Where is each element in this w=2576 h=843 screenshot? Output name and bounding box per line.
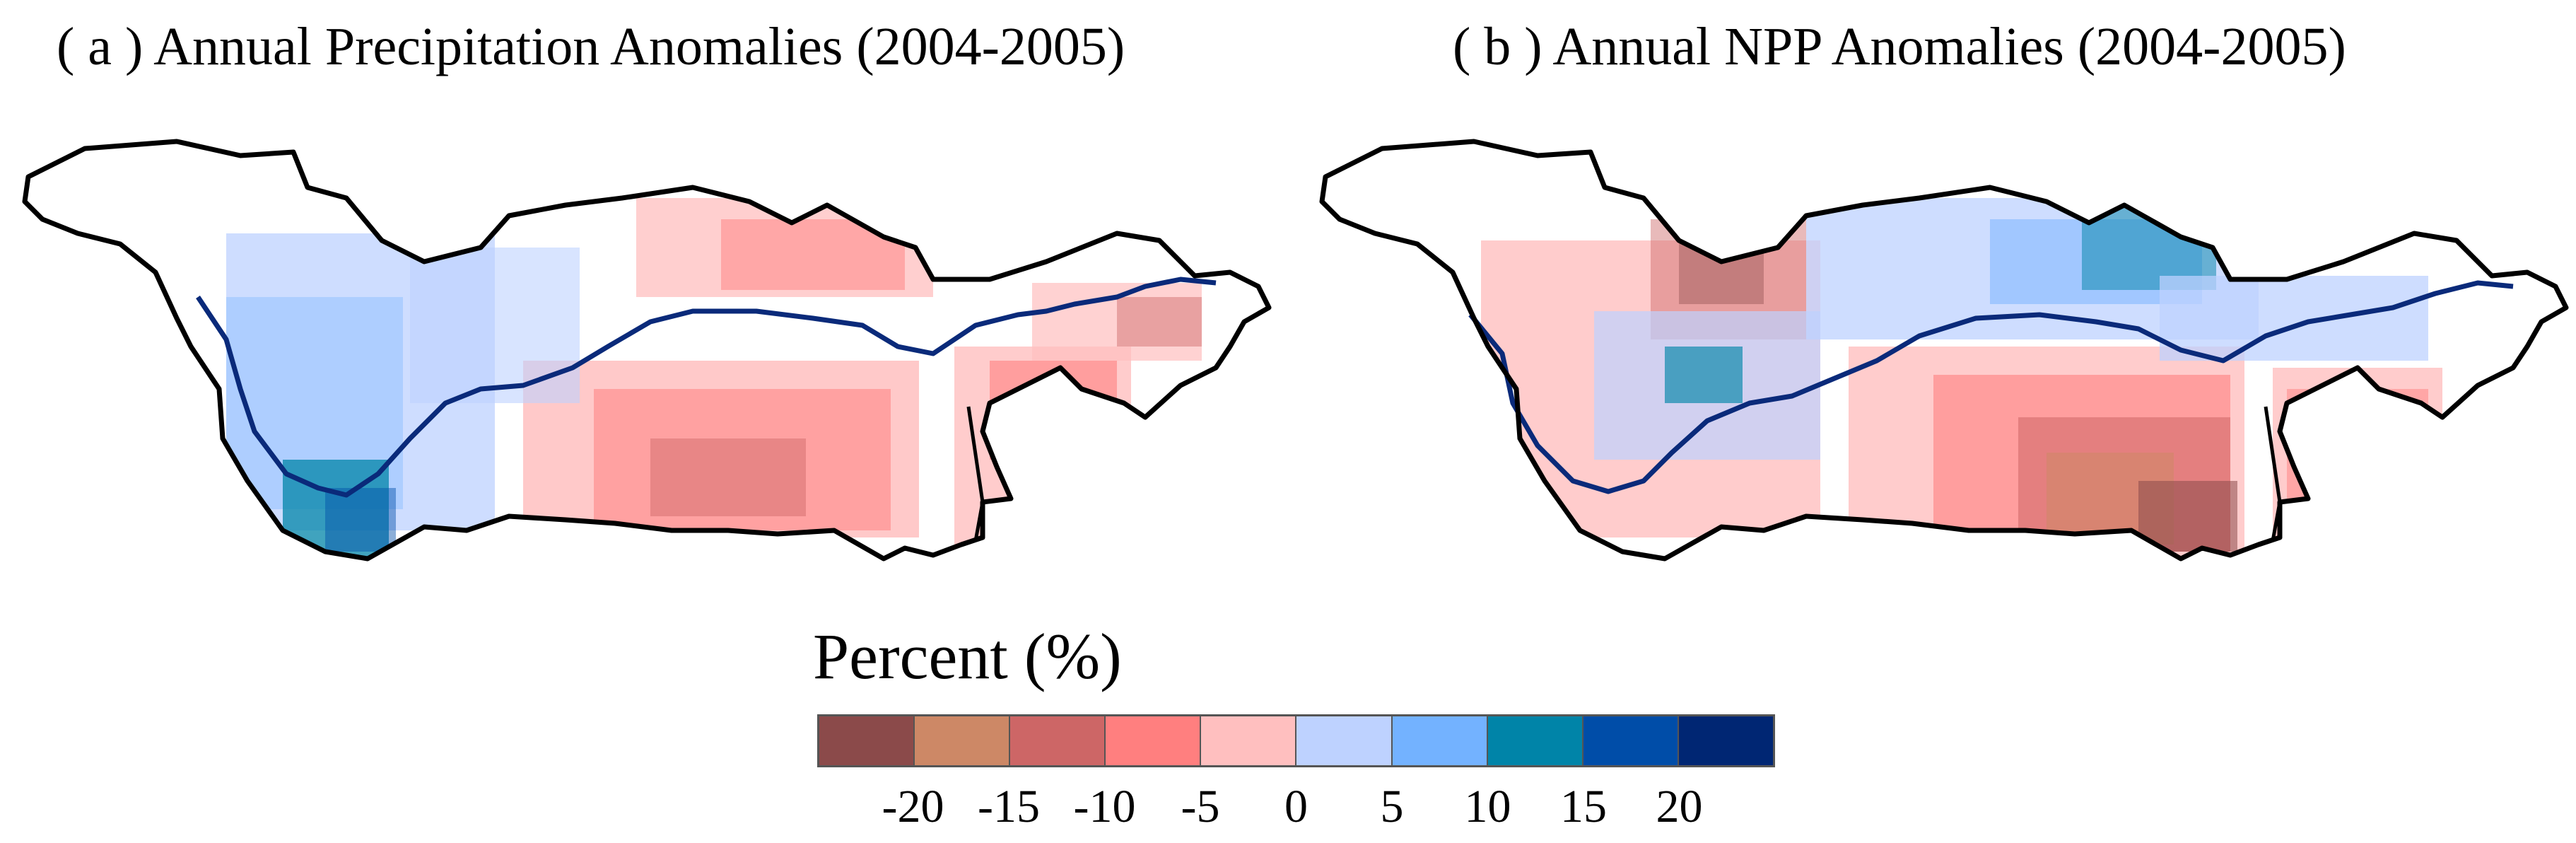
legend-tick-label: -15: [978, 781, 1040, 832]
river-line: [1468, 280, 2514, 494]
legend-ticks: -20 -15 -10 -5 0 5 10 15 20: [0, 784, 2576, 840]
legend-swatch: [1487, 716, 1583, 765]
legend-swatch: [915, 716, 1011, 765]
precipitation-anomaly-map: [14, 134, 1287, 615]
legend-swatch: [1010, 716, 1106, 765]
panel-a-title: ( a ) Annual Precipitation Anomalies (20…: [57, 17, 1125, 76]
npp-anomaly-map: [1311, 134, 2576, 615]
anomaly-raster: [1322, 141, 2566, 559]
legend-swatch: [1106, 716, 1202, 765]
legend-tick-label: 5: [1380, 781, 1404, 832]
legend-tick-label: -10: [1073, 781, 1136, 832]
legend-tick-label: 20: [1656, 781, 1703, 832]
legend-swatch: [1296, 716, 1393, 765]
legend-tick-label: 10: [1464, 781, 1511, 832]
legend-colorbar: [817, 714, 1775, 767]
legend-tick-label: -5: [1181, 781, 1220, 832]
legend-tick-label: 15: [1560, 781, 1607, 832]
legend-tick-label: -20: [882, 781, 944, 832]
anomaly-raster: [25, 141, 1269, 559]
panel-b-title: ( b ) Annual NPP Anomalies (2004-2005): [1453, 17, 2346, 76]
legend-swatch: [1201, 716, 1297, 765]
legend-swatch: [819, 716, 915, 765]
legend-tick-label: 0: [1284, 781, 1308, 832]
river-line: [196, 277, 1217, 498]
legend-swatch: [1678, 716, 1773, 765]
legend-title: Percent (%): [813, 620, 1122, 692]
legend-swatch: [1583, 716, 1679, 765]
legend-swatch: [1392, 716, 1488, 765]
